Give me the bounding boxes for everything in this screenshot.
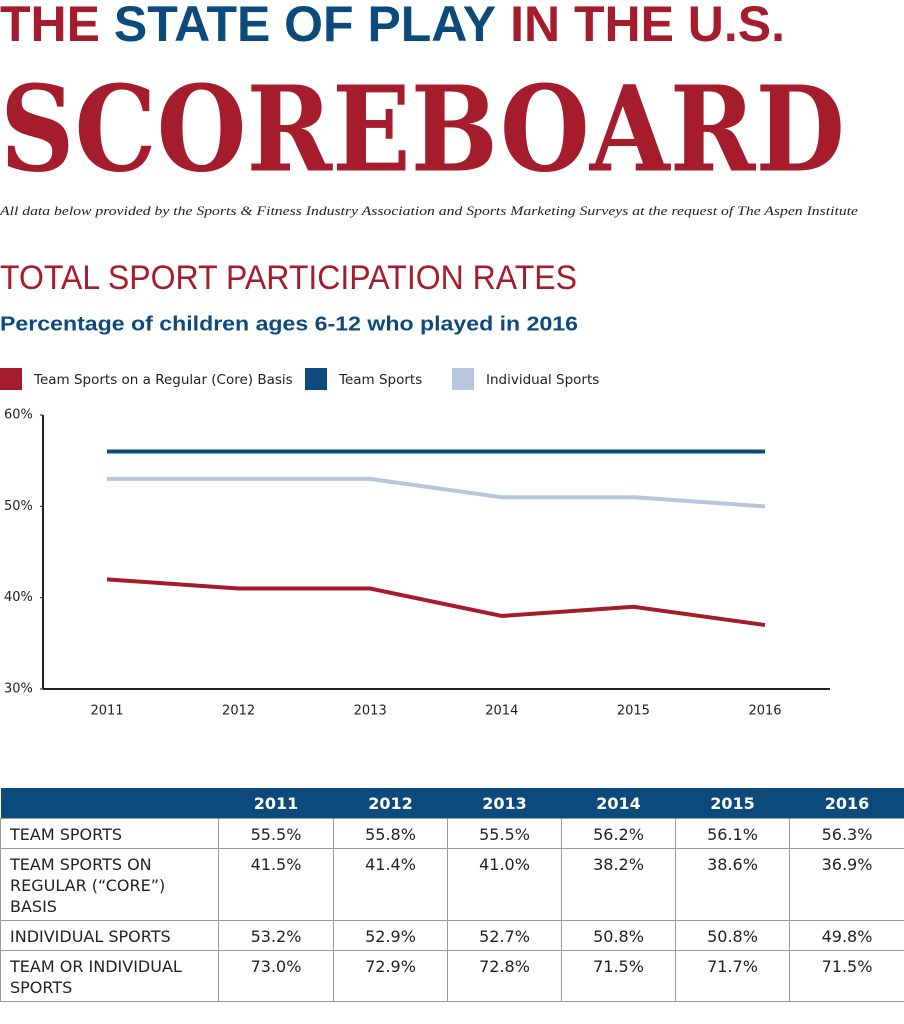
row-label: TEAM SPORTS ON REGULAR (“CORE”) BASIS — [0, 848, 219, 921]
value-cell: 53.2% — [218, 920, 334, 951]
value-cell: 36.9% — [789, 848, 904, 921]
legend-label: Team Sports on a Regular (Core) Basis — [33, 372, 293, 388]
series-line — [107, 476, 766, 509]
table-row: INDIVIDUAL SPORTS 53.2% 52.9% 52.7% 50.8% 50.… — [0, 920, 904, 951]
legend-label: Individual Sports — [486, 372, 599, 388]
value-cell: 72.9% — [333, 950, 448, 1002]
header-row: 2011 2012 2013 2014 2015 2016 — [0, 788, 904, 819]
row-label: INDIVIDUAL SPORTS — [0, 920, 219, 951]
legend-swatch — [305, 368, 327, 390]
chart-title: TOTAL SPORT PARTICIPATION RATES — [0, 259, 577, 297]
value-cell: 50.8% — [675, 920, 790, 951]
y-tick-label: 30% — [4, 682, 33, 697]
value-cell: 50.8% — [561, 920, 676, 951]
value-cell: 73.0% — [218, 950, 334, 1002]
row-label: TEAM SPORTS — [0, 818, 219, 849]
value-cell: 72.8% — [447, 950, 562, 1002]
x-tick-label: 2013 — [354, 704, 387, 719]
table-row: TEAM SPORTS ON REGULAR (“CORE”) BASIS 41.… — [0, 848, 904, 921]
value-cell: 52.9% — [333, 920, 448, 951]
value-cell: 52.7% — [447, 920, 562, 951]
source-note: All data below provided by the Sports & … — [0, 203, 858, 218]
title-part: IN THE U.S. — [510, 0, 785, 52]
x-tick-label: 2011 — [90, 704, 123, 719]
table-row: TEAM SPORTS 55.5% 55.8% 55.5% 56.2% 56.1% 56.3… — [0, 818, 904, 849]
x-tick-label: 2016 — [748, 704, 781, 719]
header-cell: 2012 — [333, 788, 448, 819]
header-cell: 2016 — [789, 788, 904, 819]
value-cell: 55.5% — [218, 818, 334, 849]
legend-label: Team Sports — [338, 372, 422, 388]
value-cell: 56.1% — [675, 818, 790, 849]
value-cell: 71.5% — [561, 950, 676, 1002]
page-title: THE STATE OF PLAY IN THE U.S. — [0, 0, 785, 52]
data-table: 2011 2012 2013 2014 2015 2016 TEAM SPORTS 55.5%… — [0, 788, 904, 1002]
value-cell: 55.5% — [447, 818, 562, 849]
header-cell: 2015 — [675, 788, 790, 819]
y-tick-label: 40% — [4, 590, 33, 605]
value-cell: 49.8% — [789, 920, 904, 951]
title-part: THE — [0, 0, 100, 52]
x-tick-label: 2015 — [617, 704, 650, 719]
y-tick-label: 60% — [4, 408, 33, 423]
row-label: TEAM OR INDIVIDUAL SPORTS — [0, 950, 219, 1002]
x-tick-label: 2012 — [222, 704, 255, 719]
legend-swatch — [0, 368, 22, 390]
legend-swatch — [452, 368, 474, 390]
value-cell: 41.0% — [447, 848, 562, 921]
chart-subtitle: Percentage of children ages 6-12 who pla… — [0, 313, 578, 335]
header-cell: 2014 — [561, 788, 676, 819]
header-cell: 2011 — [218, 788, 334, 819]
value-cell: 55.8% — [333, 818, 448, 849]
header-cell — [0, 788, 219, 819]
value-cell: 56.2% — [561, 818, 676, 849]
value-cell: 41.5% — [218, 848, 334, 921]
value-cell: 38.2% — [561, 848, 676, 921]
value-cell: 71.5% — [789, 950, 904, 1002]
value-cell: 71.7% — [675, 950, 790, 1002]
title-part: STATE OF PLAY — [114, 0, 496, 52]
table-row: TEAM OR INDIVIDUAL SPORTS 73.0% 72.9% 72.8%… — [0, 950, 904, 1002]
main-title: SCOREBOARD — [0, 60, 845, 199]
value-cell: 41.4% — [333, 848, 448, 921]
series-line — [106, 577, 766, 628]
value-cell: 38.6% — [675, 848, 790, 921]
y-tick-label: 50% — [4, 499, 33, 514]
value-cell: 56.3% — [789, 818, 904, 849]
x-tick-label: 2014 — [485, 704, 518, 719]
chart: THE STATE OF PLAY IN THE U.S. SCOREBOARD A… — [0, 0, 858, 719]
header-cell: 2013 — [447, 788, 562, 819]
